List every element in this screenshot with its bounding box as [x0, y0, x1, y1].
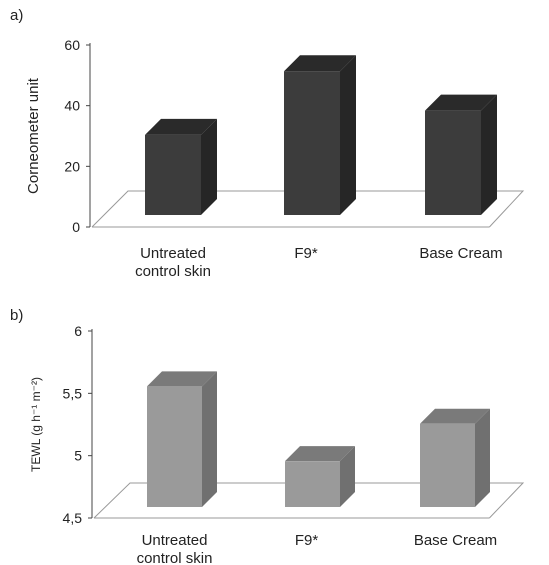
y-tick-label: 5,5 [63, 385, 83, 401]
bar [145, 134, 201, 215]
x-category-label: Base Cream [414, 532, 497, 549]
bar [425, 110, 481, 215]
bar-top [420, 408, 490, 424]
panel-label: a) [10, 7, 23, 24]
x-category-label: control skin [137, 550, 213, 565]
y-tick-label: 4,5 [63, 510, 83, 526]
x-category-label: Base Cream [419, 245, 502, 262]
x-category-label: control skin [135, 263, 211, 280]
bar-top [284, 55, 356, 72]
panel-label: b) [10, 307, 23, 324]
y-tick-label: 6 [74, 323, 82, 339]
bar [420, 423, 475, 507]
bar-side [340, 55, 356, 216]
bar-side [340, 446, 355, 507]
bar-side [475, 408, 490, 507]
bar [285, 461, 340, 507]
y-tick-label: 60 [64, 37, 80, 53]
x-category-label: F9* [295, 532, 319, 549]
y-tick-label: 5 [74, 448, 82, 464]
y-tick-label: 0 [72, 219, 80, 235]
bar [147, 386, 202, 507]
x-category-label: Untreated [140, 245, 206, 262]
y-axis-title: TEWL (g h⁻¹ m⁻²) [29, 377, 43, 472]
y-tick-label: 40 [64, 98, 80, 114]
y-axis-title: Corneometer unit [25, 77, 42, 194]
bar [284, 71, 340, 215]
x-category-label: Untreated [142, 532, 208, 549]
x-category-label: F9* [294, 245, 318, 262]
bar-top [147, 371, 217, 387]
bar-top [285, 446, 355, 462]
bar-top [145, 118, 217, 135]
bar-side [481, 94, 497, 215]
bar-side [201, 118, 217, 215]
bar-side [202, 371, 217, 507]
y-tick-label: 20 [64, 158, 80, 174]
bar-top [425, 94, 497, 111]
